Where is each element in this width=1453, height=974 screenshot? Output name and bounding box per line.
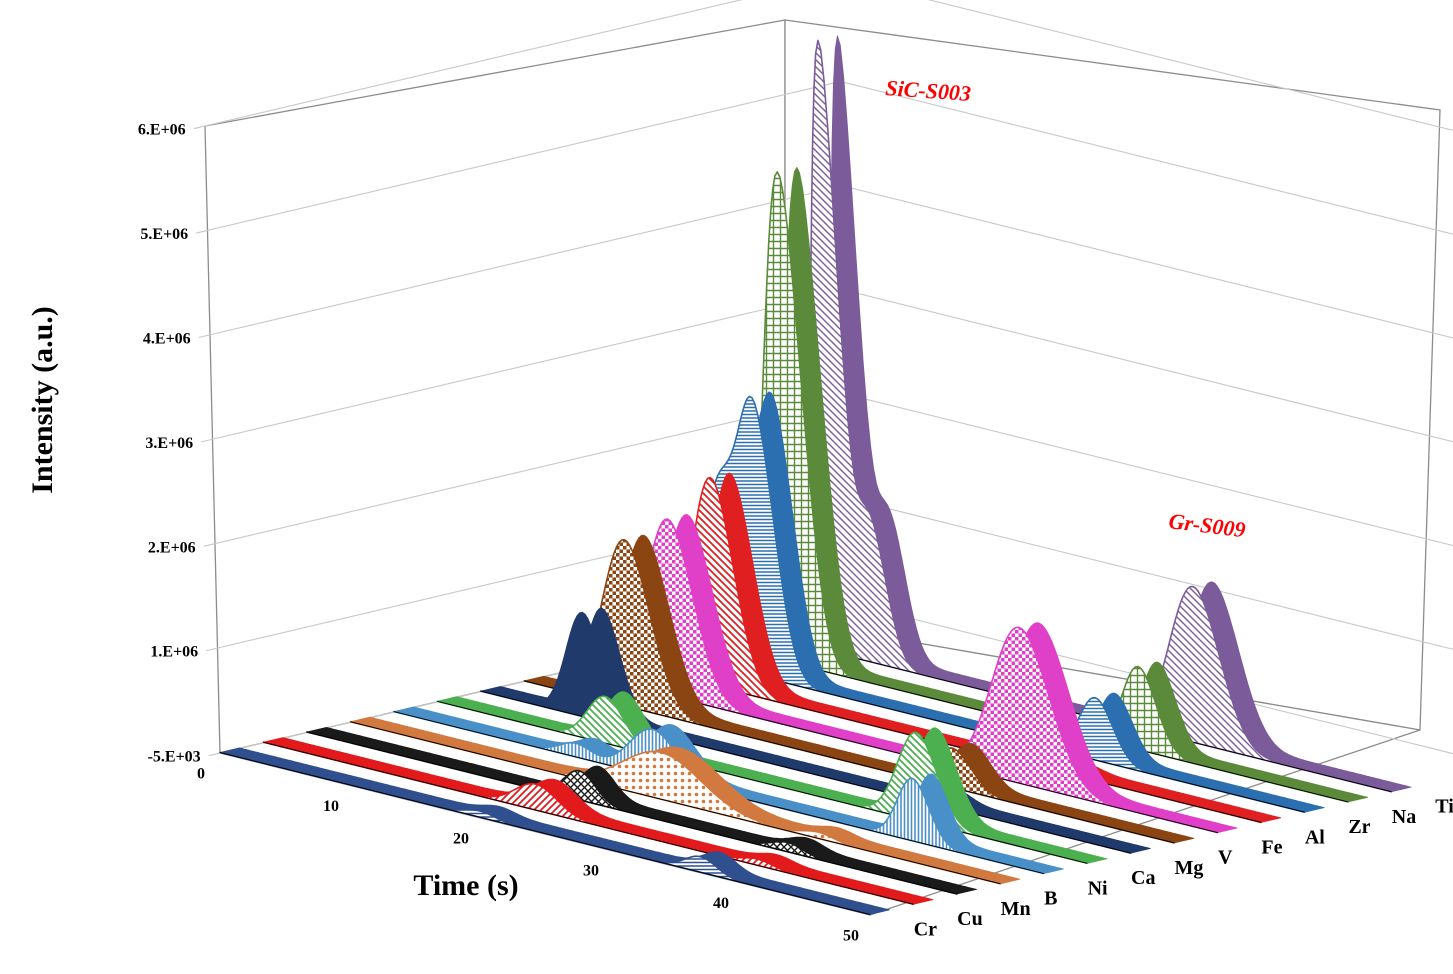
series-label-cu: Cu [957, 908, 983, 930]
x-tick-2: 20 [453, 830, 469, 847]
x-tick-3: 30 [583, 863, 599, 880]
y-tick-0: -5.E+03 [148, 749, 201, 766]
y-tick-3: 3.E+06 [145, 435, 193, 452]
series-labels: Cr Cu Mn B Ni Ca Mg V Fe Al Zr Na Ti [914, 796, 1453, 941]
series-label-fe: Fe [1261, 837, 1282, 859]
y-tick-2: 2.E+06 [148, 539, 196, 556]
series-label-na: Na [1392, 806, 1416, 828]
ribbon-baseline-b [350, 721, 1001, 885]
gridline-left-5 [196, 80, 841, 234]
ribbon-baseline-ca [437, 700, 1088, 864]
series-label-cr: Cr [914, 918, 937, 940]
series-label-al: Al [1305, 826, 1325, 848]
y-tick-6: 6.E+06 [138, 122, 186, 139]
gridline-right-5 [840, 80, 1453, 235]
series-label-zr: Zr [1348, 816, 1370, 838]
x-tick-0: 0 [197, 765, 205, 782]
gridline-right-4 [842, 185, 1453, 339]
gridline-right-3 [845, 289, 1453, 443]
gridline-left-3 [201, 289, 846, 443]
series-label-ti: Ti [1435, 796, 1453, 818]
series-cr [219, 747, 890, 916]
annotation-sic: SiC-S003 [885, 75, 972, 106]
series-label-ca: Ca [1131, 867, 1155, 889]
x-tick-4: 40 [713, 895, 729, 912]
x-axis-title: Time (s) [413, 869, 518, 902]
ribbon-baseline-cu [263, 741, 914, 905]
ribbon-baseline-cr [219, 751, 871, 915]
series-label-mg: Mg [1174, 857, 1203, 879]
y-tick-labels: -5.E+03 1.E+06 2.E+06 3.E+06 4.E+06 5.E+06 6.E… [138, 122, 201, 766]
series-cu [262, 737, 934, 905]
series-label-b: B [1044, 888, 1057, 910]
y-tick-5: 5.E+06 [140, 226, 188, 243]
x-tick-5: 50 [843, 927, 859, 944]
series-label-ni: Ni [1088, 877, 1108, 899]
gridline-left-4 [198, 185, 843, 339]
ribbon-baseline-mn [306, 731, 958, 895]
y-tick-4: 4.E+06 [143, 330, 191, 347]
series-label-v: V [1218, 847, 1233, 869]
gridline-right-6 [927, 0, 1453, 131]
series-label-mn: Mn [1001, 898, 1031, 920]
y-tick-1: 1.E+06 [150, 644, 198, 661]
x-tick-1: 10 [323, 798, 339, 815]
x-tick-labels: 0 10 20 30 40 50 [197, 765, 859, 944]
y-axis-title: Intensity (a.u.) [26, 306, 59, 494]
gridline-left-6 [193, 0, 743, 130]
series-ribbons [219, 35, 1412, 916]
gridline-right-1 [850, 498, 1453, 650]
gridline-right-2 [847, 394, 1453, 547]
series-b [349, 716, 1021, 885]
